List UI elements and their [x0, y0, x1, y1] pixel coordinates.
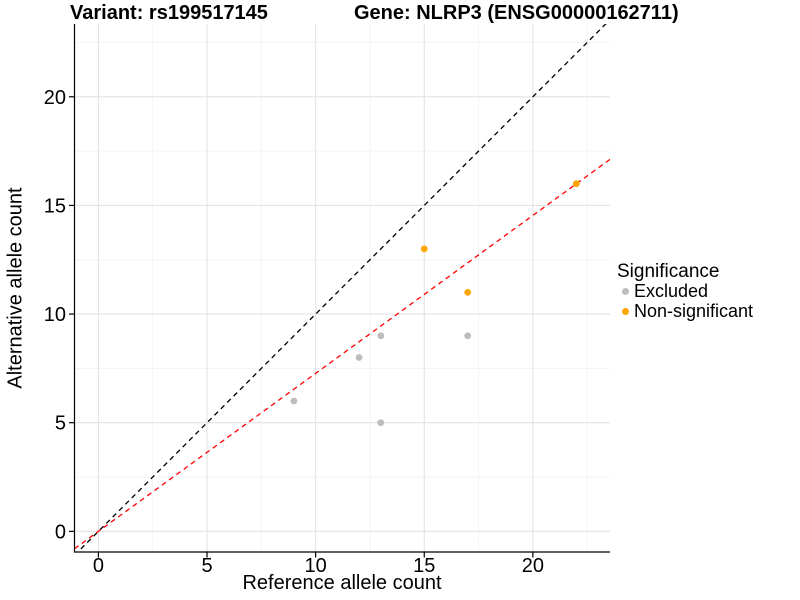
x-tick-label: 0	[93, 555, 104, 577]
data-point-excluded	[377, 419, 385, 427]
x-tick-label: 15	[413, 555, 435, 577]
y-tick-label: 10	[44, 304, 66, 326]
legend-label-non-significant: Non-significant	[634, 300, 754, 321]
y-tick-label: 15	[44, 195, 66, 217]
legend-item-excluded: Excluded	[617, 281, 753, 302]
data-point-excluded	[464, 332, 472, 340]
data-point-non-significant	[464, 288, 472, 296]
data-point-non-significant	[420, 245, 428, 253]
legend: Significance Excluded Non-significant	[617, 262, 753, 321]
excluded-point-swatch-icon	[622, 288, 629, 296]
plot-title-gene: Gene: NLRP3 (ENSG00000162711)	[354, 2, 679, 24]
x-axis-title: Reference allele count	[242, 572, 442, 594]
data-point-excluded	[377, 332, 385, 340]
y-axis-title: Alternative allele count	[4, 187, 27, 389]
x-tick-label: 5	[201, 555, 212, 577]
non-significant-point-swatch-icon	[622, 307, 629, 315]
legend-item-non-significant: Non-significant	[617, 300, 754, 322]
x-tick-label: 20	[522, 555, 544, 577]
data-point-excluded	[290, 397, 298, 405]
legend-title: Significance	[617, 261, 720, 282]
x-tick-label: 10	[305, 555, 327, 577]
y-tick-label: 0	[55, 521, 66, 543]
data-point-excluded	[355, 354, 363, 361]
legend-label-excluded: Excluded	[634, 281, 709, 302]
identity-line	[76, 24, 607, 552]
plot-title-variant: Variant: rs199517145	[70, 2, 268, 24]
y-tick-label: 5	[55, 413, 66, 435]
fit-line	[74, 158, 610, 550]
data-point-non-significant	[572, 180, 580, 188]
y-tick-label: 20	[44, 87, 66, 109]
